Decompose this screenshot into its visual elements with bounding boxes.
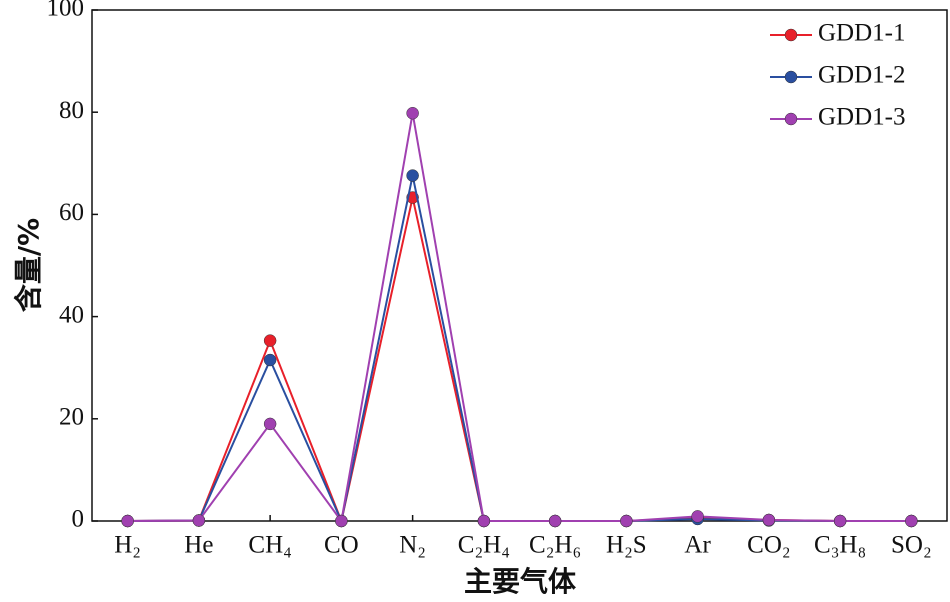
marker — [192, 514, 206, 527]
legend-label: GDD1-3 — [818, 104, 906, 131]
y-tick-label: 0 — [72, 506, 85, 533]
marker — [335, 514, 348, 528]
marker — [263, 334, 277, 347]
legend-marker — [784, 112, 798, 126]
series-line — [127, 113, 912, 524]
marker — [263, 417, 277, 431]
marker — [691, 510, 704, 523]
x-tick-label: CH₄ — [248, 532, 291, 559]
x-tick-label: CO — [324, 532, 359, 559]
y-tick-label: 40 — [59, 301, 84, 328]
marker — [121, 514, 134, 528]
legend-marker — [784, 70, 798, 84]
series-line — [127, 197, 912, 525]
x-tick-label: C₂H₆ — [529, 532, 581, 559]
x-tick-label: CO₂ — [747, 532, 790, 559]
x-tick-label: C₂H₄ — [458, 532, 510, 559]
marker — [406, 169, 419, 182]
marker — [905, 514, 918, 528]
marker — [762, 513, 776, 527]
marker — [620, 514, 633, 528]
marker — [406, 106, 419, 120]
marker — [548, 514, 562, 528]
x-tick-label: H₂ — [114, 532, 141, 559]
x-tick-label: N₂ — [399, 532, 426, 559]
marker — [263, 353, 277, 367]
x-tick-label: SO₂ — [891, 532, 932, 559]
legend-label: GDD1-2 — [818, 62, 906, 89]
y-tick-label: 20 — [59, 404, 84, 431]
marker — [833, 514, 847, 528]
y-tick-label: 60 — [59, 199, 84, 226]
y-axis-label: 含量/% — [12, 218, 45, 312]
x-tick-label: He — [184, 532, 213, 559]
y-tick-label: 100 — [47, 0, 85, 22]
legend-marker — [784, 28, 798, 42]
y-tick-label: 80 — [59, 97, 84, 124]
x-tick-label: Ar — [684, 532, 711, 559]
series-line — [127, 175, 912, 525]
legend-label: GDD1-1 — [818, 20, 906, 47]
x-tick-label: H₂S — [606, 532, 647, 559]
x-axis-label: 主要气体 — [464, 565, 577, 598]
marker — [477, 514, 491, 528]
x-tick-label: C₃H₈ — [814, 532, 866, 559]
